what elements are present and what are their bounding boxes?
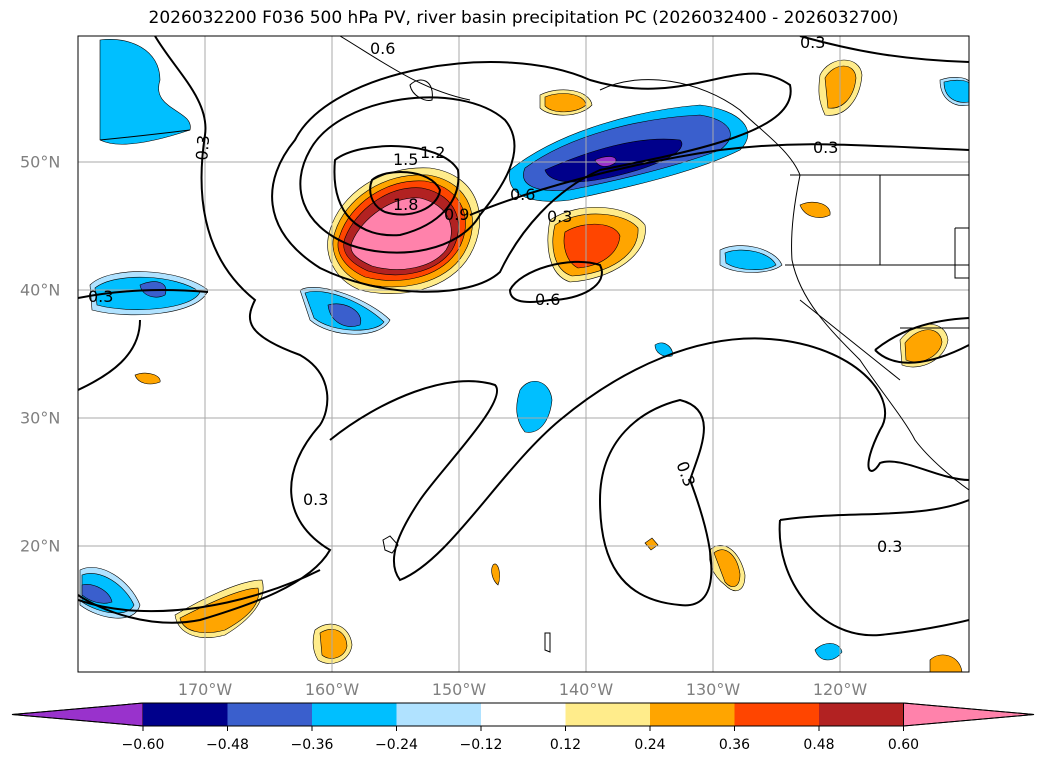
colorbar-tick-label: −0.48 [206, 737, 249, 753]
colorbar-tick-label: 0.60 [887, 737, 920, 753]
contour-label: 0.3 [813, 138, 838, 157]
lon-label: 160°W [304, 680, 360, 699]
contour-label: 0.3 [88, 287, 113, 306]
colorbar-segment [312, 703, 397, 726]
contour-label: 0.3 [303, 490, 328, 509]
lon-label: 130°W [685, 680, 741, 699]
colorbar [11, 702, 1035, 731]
colorbar-tick-label: −0.12 [459, 737, 503, 753]
colorbar-extend-min [11, 702, 144, 727]
map-title: 2026032200 F036 500 hPa PV, river basin … [148, 8, 899, 28]
map-plot-area: 0.6 0.3 0.3 1.2 1.5 1.8 0.9 0.6 0.3 0.3 … [78, 33, 969, 672]
colorbar-segment [819, 703, 904, 726]
colorbar-extend-max [903, 702, 1035, 727]
colorbar-segment [734, 703, 819, 726]
contour-label: 1.5 [393, 150, 418, 169]
contour-label: 0.3 [800, 33, 825, 52]
lon-label: 170°W [177, 680, 233, 699]
colorbar-segment [650, 703, 735, 726]
lat-label: 20°N [20, 536, 61, 556]
colorbar-segment [565, 703, 650, 726]
lat-label: 50°N [20, 152, 61, 172]
pv-contours [78, 36, 969, 637]
lat-label: 40°N [20, 280, 61, 300]
contour-label: 0.9 [444, 205, 469, 224]
lon-label: 150°W [431, 680, 487, 699]
lon-label: 120°W [812, 680, 868, 699]
colorbar-tick-label: −0.24 [375, 737, 418, 753]
map-frame [77, 35, 970, 673]
gridlines [78, 36, 969, 672]
contour-label: 1.8 [393, 195, 418, 214]
contour-label: 0.3 [547, 207, 572, 226]
lon-label: 140°W [558, 680, 614, 699]
colorbar-tick-label: 0.24 [634, 737, 666, 753]
colorbar-segment [481, 703, 566, 726]
contour-label: 0.3 [877, 537, 902, 556]
colorbar-tick-label: −0.60 [121, 737, 165, 753]
colorbar-tick-label: 0.48 [803, 737, 835, 753]
coastlines [99, 36, 969, 653]
colorbar-tick-label: −0.36 [290, 737, 334, 753]
contour-label: 0.3 [192, 134, 213, 161]
contour-label: 1.2 [420, 143, 445, 162]
colorbar-tick-label: 0.36 [718, 737, 751, 753]
contour-label: 0.6 [370, 39, 395, 58]
contour-labels: 0.6 0.3 0.3 1.2 1.5 1.8 0.9 0.6 0.3 0.3 … [88, 33, 902, 556]
colorbar-segment [227, 703, 312, 726]
lat-label: 30°N [20, 408, 61, 428]
colorbar-tick-label: 0.12 [549, 737, 582, 753]
colorbar-segment [143, 703, 228, 726]
contour-label: 0.6 [510, 185, 535, 204]
colorbar-segment [396, 703, 481, 726]
contour-label: 0.6 [535, 290, 560, 309]
